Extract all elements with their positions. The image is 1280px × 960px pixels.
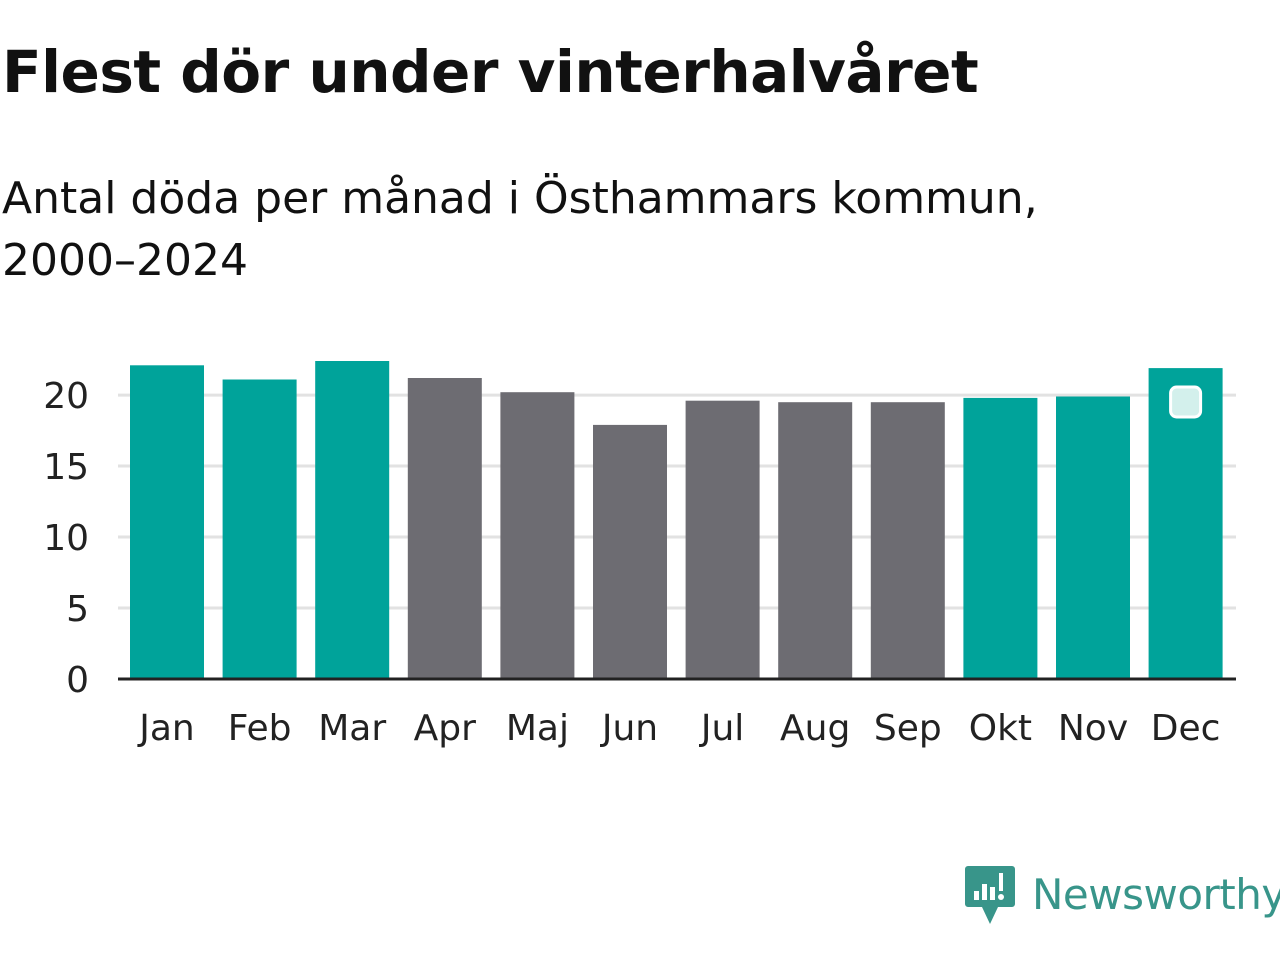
x-tick-label: Jan xyxy=(137,708,195,749)
newsworthy-logo-icon xyxy=(965,866,1015,924)
y-axis-ticks: 0 5 10 15 20 xyxy=(43,376,89,701)
bar-jun[interactable] xyxy=(593,424,667,679)
x-tick-label: Apr xyxy=(414,708,476,749)
x-tick-label: Dec xyxy=(1151,708,1221,749)
chart-subtitle: Antal döda per månad i Östhammars kommun… xyxy=(2,173,1038,286)
x-tick-label: Okt xyxy=(969,708,1032,749)
brand-logo: Newsworthy xyxy=(964,864,1280,926)
bar-aug[interactable] xyxy=(778,402,853,679)
y-tick-label: 5 xyxy=(66,589,89,630)
x-axis-ticks: Jan Feb Mar Apr Maj Jun Jul Aug Sep Okt Nov Dec xyxy=(137,708,1220,749)
brand-name: Newsworthy xyxy=(1032,870,1280,919)
y-tick-label: 20 xyxy=(43,376,89,417)
y-tick-label: 10 xyxy=(43,518,89,559)
bar-maj[interactable] xyxy=(500,392,575,679)
x-tick-label: Mar xyxy=(318,708,386,749)
bar-nov[interactable] xyxy=(1056,396,1130,680)
y-tick-label: 0 xyxy=(66,660,89,701)
x-tick-label: Jun xyxy=(600,708,658,749)
bars xyxy=(130,361,1223,679)
bar-mar[interactable] xyxy=(315,361,390,679)
bar-dec[interactable] xyxy=(1148,368,1223,679)
bar-jan[interactable] xyxy=(130,365,204,679)
x-tick-label: Jul xyxy=(699,708,744,749)
x-tick-label: Nov xyxy=(1058,708,1128,749)
gridlines xyxy=(118,393,1236,610)
chart-title: Flest dör under vinterhalvåret xyxy=(2,38,979,106)
hover-marker-icon[interactable] xyxy=(1169,385,1203,419)
x-tick-label: Sep xyxy=(874,708,942,749)
bar-chart: 0 5 10 15 20 Jan Feb Mar Apr Maj Jun Jul Aug Sep Okt N… xyxy=(43,361,1236,749)
x-tick-label: Feb xyxy=(228,708,292,749)
x-tick-label: Aug xyxy=(780,708,850,749)
x-tick-label: Maj xyxy=(506,708,569,749)
bar-feb[interactable] xyxy=(222,379,297,680)
y-tick-label: 15 xyxy=(43,447,89,488)
bar-jul[interactable] xyxy=(685,400,760,679)
bar-sep[interactable] xyxy=(870,402,945,679)
bar-okt[interactable] xyxy=(963,397,1038,679)
bar-apr[interactable] xyxy=(407,378,482,679)
